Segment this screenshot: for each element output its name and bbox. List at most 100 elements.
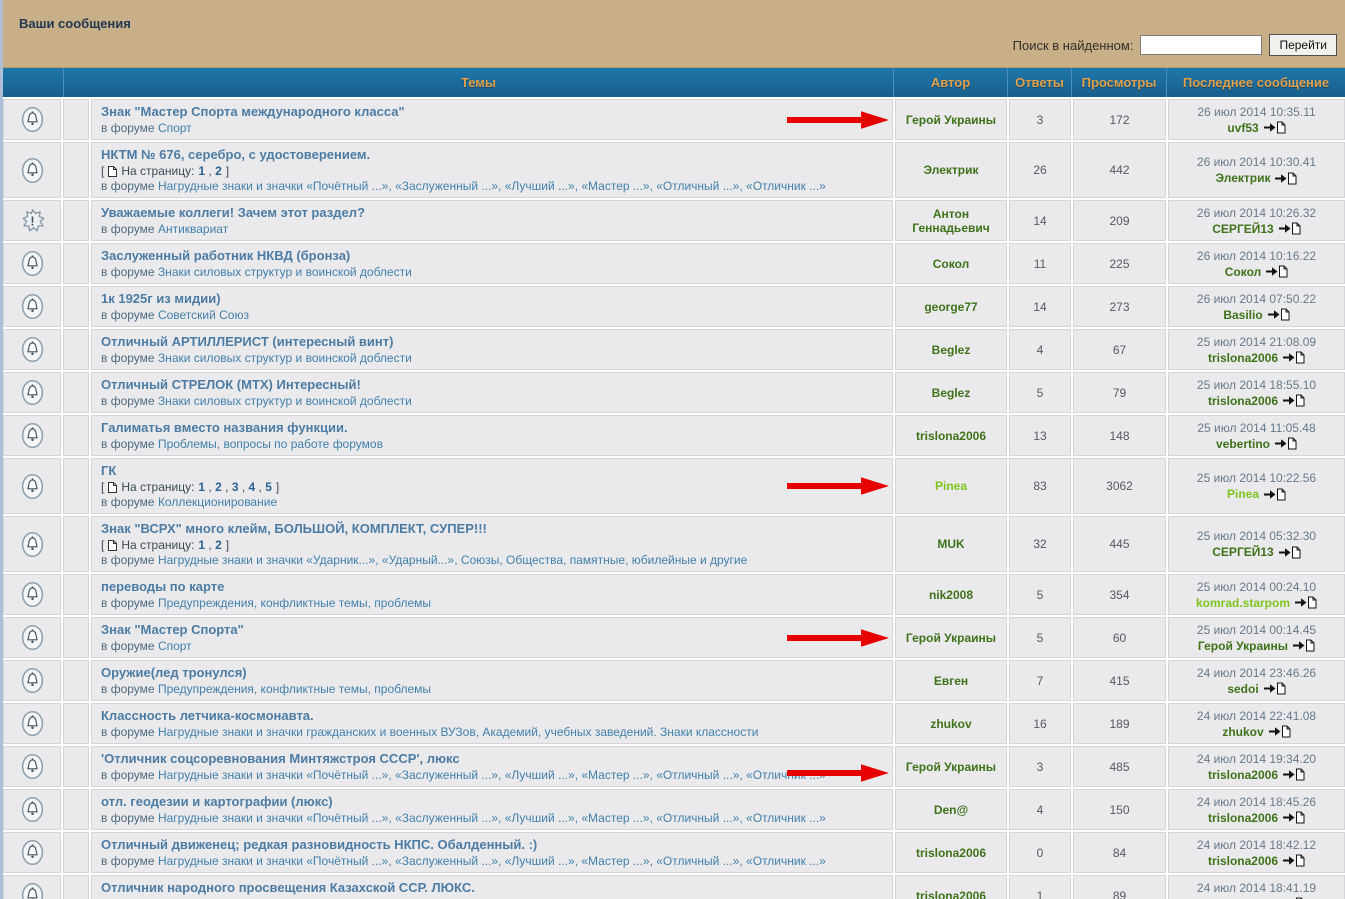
last-post-user[interactable]: Сокол xyxy=(1224,264,1262,279)
last-post-user[interactable]: trislona2006 xyxy=(1208,896,1278,899)
author-link[interactable]: Герой Украины xyxy=(905,112,997,127)
forum-link[interactable]: Коллекционирование xyxy=(157,495,278,509)
forum-link[interactable]: Знаки силовых структур и воинской доблес… xyxy=(157,394,412,408)
author-link[interactable]: MUK xyxy=(937,537,965,551)
topic-title-link[interactable]: Оружие(лед тронулся) xyxy=(101,665,247,680)
forum-link[interactable]: Предупреждения, конфликтные темы, пробле… xyxy=(157,596,432,610)
forum-link[interactable]: Спорт xyxy=(157,121,192,135)
goto-last-post-icon[interactable] xyxy=(1274,437,1297,450)
topic-title-link[interactable]: 1к 1925г из мидии) xyxy=(101,291,221,306)
forum-link[interactable]: Советский Союз xyxy=(157,308,249,322)
author-link[interactable]: trislona2006 xyxy=(915,428,987,443)
topic-title-link[interactable]: Знак "Мастер Спорта" xyxy=(101,622,244,637)
forum-link[interactable]: Нагрудные знаки и значки «Почётный ...»,… xyxy=(157,854,826,868)
forum-link[interactable]: Предупреждения, конфликтные темы, пробле… xyxy=(157,682,432,696)
topic-title-link[interactable]: Отличный движенец; редкая разновидность … xyxy=(101,837,538,852)
last-post-user[interactable]: trislona2006 xyxy=(1207,810,1279,825)
author-link[interactable]: Beglez xyxy=(931,385,971,400)
last-post-user[interactable]: СЕРГЕЙ13 xyxy=(1212,221,1274,236)
last-post-user[interactable]: СЕРГЕЙ13 xyxy=(1212,545,1274,559)
goto-last-post-icon[interactable] xyxy=(1282,351,1305,364)
forum-link[interactable]: Нагрудные знаки и значки «Почётный ...»,… xyxy=(157,811,826,825)
page-number-link[interactable]: 1 xyxy=(198,164,206,178)
last-post-user[interactable]: Basilio xyxy=(1223,307,1263,322)
forum-link[interactable]: Нагрудные знаки и значки «Почётный ...»,… xyxy=(157,768,826,782)
goto-last-post-icon[interactable] xyxy=(1263,488,1286,501)
page-number-link[interactable]: 2 xyxy=(215,538,222,552)
topic-title-link[interactable]: НКТМ № 676, серебро, с удостоверением. xyxy=(101,147,371,162)
forum-link[interactable]: Проблемы, вопросы по работе форумов xyxy=(157,437,383,451)
author-link[interactable]: Герой Украины xyxy=(905,759,997,774)
topic-title-link[interactable]: Классность летчика-космонавта. xyxy=(101,708,314,723)
goto-last-post-icon[interactable] xyxy=(1274,172,1297,185)
go-button[interactable]: Перейти xyxy=(1269,34,1337,56)
topic-title-link[interactable]: Отличник народного просвещения Казахской… xyxy=(101,880,475,895)
goto-last-post-icon[interactable] xyxy=(1267,308,1290,321)
topic-title-link[interactable]: Заслуженный работник НКВД (бронза) xyxy=(101,248,351,263)
topic-title-link[interactable]: 'Отличник соцсоревнования Минтяжстроя СС… xyxy=(101,751,460,766)
last-post-user[interactable]: Pinea xyxy=(1226,487,1259,501)
page-number-link[interactable]: 1 xyxy=(198,480,206,494)
forum-link[interactable]: Знаки силовых структур и воинской доблес… xyxy=(157,351,412,365)
author-link[interactable]: Pinea xyxy=(934,479,967,493)
author-link[interactable]: Электрик xyxy=(923,163,979,177)
forum-link[interactable]: Антиквариат xyxy=(157,222,229,236)
last-post-user[interactable]: komrad.starpom xyxy=(1195,595,1291,610)
forum-link[interactable]: Знаки силовых структур и воинской доблес… xyxy=(157,265,412,279)
author-link[interactable]: Den@ xyxy=(933,802,969,817)
author-link[interactable]: george77 xyxy=(924,299,978,314)
goto-last-post-icon[interactable] xyxy=(1263,682,1286,695)
goto-last-post-icon[interactable] xyxy=(1292,639,1315,652)
author-link[interactable]: zhukov xyxy=(930,716,972,731)
forum-link[interactable]: Нагрудные знаки и значки гражданских и в… xyxy=(157,725,759,739)
topic-title-link[interactable]: переводы по карте xyxy=(101,579,225,594)
last-post-user[interactable]: zhukov xyxy=(1222,724,1264,739)
author-link[interactable]: trislona2006 xyxy=(915,845,987,860)
topic-title-link[interactable]: Знак "Мастер Спорта международного класс… xyxy=(101,104,405,119)
topic-title-link[interactable]: Отличный АРТИЛЛЕРИСТ (интересный винт) xyxy=(101,334,394,349)
forum-link[interactable]: Спорт xyxy=(157,639,192,653)
author-link[interactable]: Сокол xyxy=(932,256,970,271)
page-number-link[interactable]: 3 xyxy=(231,480,239,494)
last-post-user[interactable]: trislona2006 xyxy=(1207,853,1279,868)
topic-title-link[interactable]: ГК xyxy=(101,463,117,478)
author-link[interactable]: trislona2006 xyxy=(915,888,987,899)
forum-link[interactable]: Нагрудные знаки и значки «Почётный ...»,… xyxy=(158,897,826,899)
page-number-link[interactable]: 4 xyxy=(248,480,256,494)
author-link[interactable]: nik2008 xyxy=(928,587,974,602)
topic-title-link[interactable]: Галиматья вместо названия функции. xyxy=(101,420,348,435)
topic-title-link[interactable]: отл. геодезии и картографии (люкс) xyxy=(101,794,333,809)
goto-last-post-icon[interactable] xyxy=(1282,854,1305,867)
last-post-user[interactable]: uvf53 xyxy=(1227,120,1259,135)
last-post-user[interactable]: trislona2006 xyxy=(1207,767,1279,782)
author-link[interactable]: Beglez xyxy=(931,342,971,357)
goto-last-post-icon[interactable] xyxy=(1282,768,1305,781)
goto-last-post-icon[interactable] xyxy=(1294,596,1317,609)
goto-last-post-icon[interactable] xyxy=(1263,121,1286,134)
topic-title-link[interactable]: Отличный СТРЕЛОК (МТХ) Интересный! xyxy=(101,377,361,392)
page-number-link[interactable]: 1 xyxy=(198,538,206,552)
topic-title-link[interactable]: Уважаемые коллеги! Зачем этот раздел? xyxy=(101,205,365,220)
last-post-user[interactable]: Герой Украины xyxy=(1197,638,1289,653)
forum-link[interactable]: Нагрудные знаки и значки «Ударник...», «… xyxy=(157,553,748,567)
forum-link[interactable]: Нагрудные знаки и значки «Почётный ...»,… xyxy=(157,179,826,193)
goto-last-post-icon[interactable] xyxy=(1278,546,1301,559)
goto-last-post-icon[interactable] xyxy=(1268,725,1291,738)
page-number-link[interactable]: 5 xyxy=(265,480,272,494)
last-post-user[interactable]: Электрик xyxy=(1215,171,1271,185)
author-link[interactable]: Евген xyxy=(933,673,969,688)
last-post-user[interactable]: sedoi xyxy=(1227,681,1259,696)
page-number-link[interactable]: 2 xyxy=(215,480,222,494)
search-input[interactable] xyxy=(1140,35,1263,55)
last-post-user[interactable]: vebertino xyxy=(1215,436,1270,451)
goto-last-post-icon[interactable] xyxy=(1265,265,1288,278)
author-link[interactable]: Герой Украины xyxy=(905,630,997,645)
last-post-user[interactable]: trislona2006 xyxy=(1207,350,1279,365)
topic-title-link[interactable]: Знак "ВСРХ" много клейм, БОЛЬШОЙ, КОМПЛЕ… xyxy=(101,521,487,536)
goto-last-post-icon[interactable] xyxy=(1282,394,1305,407)
page-number-link[interactable]: 2 xyxy=(215,164,222,178)
goto-last-post-icon[interactable] xyxy=(1278,222,1301,235)
last-post-user[interactable]: trislona2006 xyxy=(1207,393,1279,408)
author-link[interactable]: Антон Геннадьевич xyxy=(912,206,990,235)
goto-last-post-icon[interactable] xyxy=(1282,811,1305,824)
